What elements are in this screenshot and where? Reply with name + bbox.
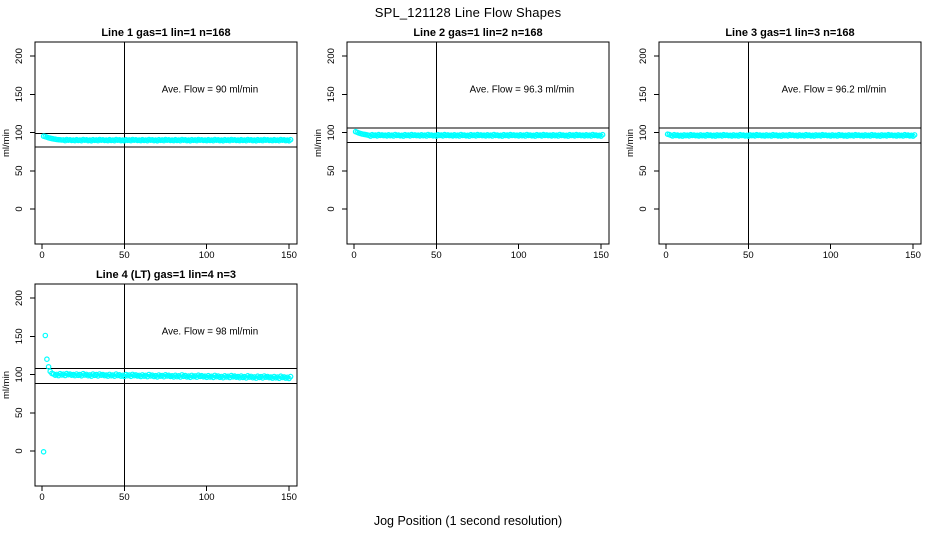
x-tick-label: 100: [823, 250, 839, 261]
y-axis-label: ml/min: [313, 129, 324, 157]
x-tick-label: 150: [905, 250, 921, 261]
x-tick-label: 100: [199, 250, 215, 261]
panel-title: Line 2 gas=1 lin=2 n=168: [413, 27, 542, 39]
panel-title: Line 4 (LT) gas=1 lin=4 n=3: [96, 269, 236, 281]
panel-plot: Line 4 (LT) gas=1 lin=4 n=3 0 50 100 150 0 50 1…: [1, 269, 298, 503]
data-point: [42, 332, 49, 339]
plot-box: [34, 283, 298, 487]
data-point: [40, 449, 47, 455]
empty-cell: [312, 268, 624, 510]
panel-line-3: Line 3 gas=1 lin=3 n=168 0 50 100 150 0 50 100 1…: [624, 26, 936, 268]
panel-line-1: Line 1 gas=1 lin=1 n=168 0 50 100 150 0 50 100 1…: [0, 26, 312, 268]
figure-title: SPL_121128 Line Flow Shapes: [374, 5, 562, 20]
panel-title: Line 1 gas=1 lin=1 n=168: [101, 27, 230, 39]
y-tick-label: 100: [14, 367, 25, 383]
ave-flow-annotation: Ave. Flow = 90 ml/min: [162, 85, 258, 96]
x-tick-label: 50: [119, 250, 130, 261]
y-tick-label: 200: [14, 48, 25, 64]
y-tick-label: 150: [638, 86, 649, 102]
x-tick-label: 150: [281, 250, 297, 261]
y-tick-label: 50: [638, 165, 649, 176]
panel-plot: Line 2 gas=1 lin=2 n=168 0 50 100 150 0 50 100 1…: [313, 27, 610, 261]
x-tick-label: 0: [39, 250, 44, 261]
x-tick-label: 150: [593, 250, 609, 261]
y-tick-label: 50: [14, 165, 25, 176]
y-tick-label: 150: [326, 86, 337, 102]
panel-grid: Line 1 gas=1 lin=1 n=168 0 50 100 150 0 50 100 1…: [0, 26, 936, 510]
data-point: [287, 373, 294, 380]
data-point: [45, 364, 52, 370]
y-axis-label: ml/min: [1, 129, 12, 157]
empty-cell: [624, 268, 936, 510]
x-tick-label: 0: [663, 250, 668, 261]
y-axis-label: ml/min: [1, 371, 12, 399]
y-tick-label: 100: [326, 125, 337, 141]
y-tick-label: 100: [14, 125, 25, 141]
data-point: [911, 132, 918, 138]
data-point: [599, 131, 606, 138]
ave-flow-annotation: Ave. Flow = 98 ml/min: [162, 327, 258, 338]
x-tick-label: 100: [511, 250, 527, 261]
y-tick-label: 150: [14, 328, 25, 344]
x-tick-label: 0: [351, 250, 356, 261]
y-tick-label: 0: [326, 206, 337, 211]
y-tick-label: 200: [14, 290, 25, 306]
data-point: [287, 136, 294, 143]
x-axis-label: Jog Position (1 second resolution): [373, 514, 563, 528]
x-tick-label: 50: [743, 250, 754, 261]
y-tick-label: 0: [14, 206, 25, 211]
y-tick-label: 50: [326, 165, 337, 176]
panel-line-4: Line 4 (LT) gas=1 lin=4 n=3 0 50 100 150 0 50 1…: [0, 268, 312, 510]
ave-flow-annotation: Ave. Flow = 96.3 ml/min: [470, 85, 575, 96]
panel-plot: Line 1 gas=1 lin=1 n=168 0 50 100 150 0 50 100 1…: [1, 27, 298, 261]
panel-plot: Line 3 gas=1 lin=3 n=168 0 50 100 150 0 50 100 1…: [625, 27, 922, 261]
x-tick-label: 150: [281, 492, 297, 503]
x-tick-label: 50: [119, 492, 130, 503]
ave-flow-annotation: Ave. Flow = 96.2 ml/min: [782, 85, 887, 96]
y-tick-label: 0: [638, 206, 649, 211]
x-tick-label: 100: [199, 492, 215, 503]
y-tick-label: 200: [638, 48, 649, 64]
y-axis-label: ml/min: [625, 129, 636, 157]
x-tick-label: 0: [39, 492, 44, 503]
y-tick-label: 50: [14, 407, 25, 418]
panel-title: Line 3 gas=1 lin=3 n=168: [725, 27, 854, 39]
y-tick-label: 100: [638, 125, 649, 141]
y-tick-label: 200: [326, 48, 337, 64]
y-tick-label: 150: [14, 86, 25, 102]
y-tick-label: 0: [14, 448, 25, 453]
plot-box: [34, 41, 298, 245]
data-point: [44, 356, 50, 363]
x-tick-label: 50: [431, 250, 442, 261]
panel-line-2: Line 2 gas=1 lin=2 n=168 0 50 100 150 0 50 100 1…: [312, 26, 624, 268]
